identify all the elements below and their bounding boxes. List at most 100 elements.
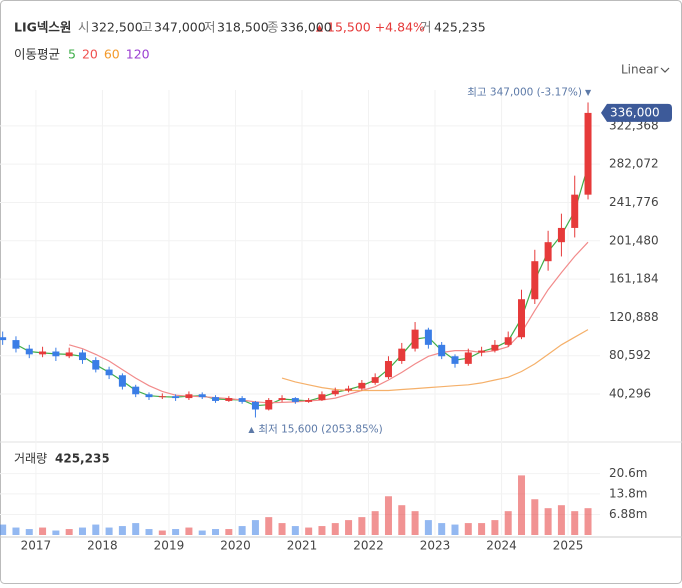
candle-body (12, 340, 20, 349)
dropdown-icon[interactable] (660, 67, 670, 73)
candle-body (158, 396, 166, 398)
y-tick-label: 120,888 (609, 310, 659, 324)
volume-bar (584, 508, 592, 535)
volume-bar (118, 526, 126, 535)
candle-body (39, 351, 47, 355)
candle-body (145, 394, 153, 398)
volume-bar (158, 530, 166, 535)
volume-bar (251, 520, 259, 535)
candle-body (411, 329, 419, 349)
candle-body (478, 350, 486, 353)
volume-bar (52, 530, 60, 535)
candle-body (345, 388, 353, 391)
candle-body (265, 399, 273, 410)
x-tick-label: 2021 (287, 539, 318, 553)
x-tick-label: 2025 (553, 539, 584, 553)
volume-bar (571, 511, 579, 535)
quote-value: 322,500 (91, 20, 143, 35)
ma-line (281, 329, 589, 392)
candle-body (225, 398, 233, 401)
volume-bar (65, 529, 73, 535)
quote-key: 저 (204, 20, 216, 35)
y-tick-label: 282,072 (609, 157, 659, 171)
volume-bar (25, 529, 33, 535)
volume-bar (172, 529, 180, 535)
change: 15,500 +4.84% (327, 20, 425, 35)
volume-bar (278, 523, 286, 535)
candle-body (424, 329, 432, 345)
candle-body (238, 398, 246, 402)
volume-bar (451, 524, 459, 535)
volume-bar (518, 475, 526, 535)
volume-bar (478, 523, 486, 535)
candle-body (451, 356, 459, 364)
x-tick-label: 2020 (220, 539, 251, 553)
candle-body (384, 361, 392, 378)
volume-bar (12, 527, 20, 535)
volume-bar (318, 526, 326, 535)
volume-bar (78, 527, 86, 535)
scale-toggle[interactable]: Linear (621, 63, 658, 77)
ma-line (69, 241, 589, 404)
candle-body (105, 369, 113, 376)
candle-body (318, 394, 326, 400)
ma-period: 20 (82, 47, 98, 62)
quote-key: 시 (78, 20, 90, 35)
volume-bar (305, 527, 313, 535)
candle-body (65, 352, 73, 357)
volume-bar (212, 529, 220, 535)
volume-bar (291, 526, 299, 535)
candle-body (531, 261, 539, 300)
y-tick-label: 40,296 (609, 386, 651, 400)
x-tick-label: 2022 (353, 539, 384, 553)
volume-bar (491, 520, 499, 535)
stock-name: LIG넥스원 (14, 20, 71, 35)
volume-value: 425,235 (434, 20, 486, 35)
ma-period: 5 (68, 47, 76, 62)
volume-bar (265, 517, 273, 535)
volume-bar (504, 511, 512, 535)
ma-label: 이동평균 (14, 47, 60, 62)
volume-bar (544, 508, 552, 535)
volume-bar (185, 527, 193, 535)
quote-key: 종 (267, 20, 279, 35)
volume-bar (198, 530, 206, 535)
candle-body (132, 386, 140, 395)
volume-bar (358, 517, 366, 535)
candle-body (52, 351, 60, 357)
quote-value: 318,500 (217, 20, 269, 35)
volume-bar (411, 511, 419, 535)
x-tick-label: 2019 (154, 539, 185, 553)
price-badge (601, 103, 672, 122)
candle-body (491, 344, 499, 351)
x-tick-label: 2023 (420, 539, 451, 553)
volume-bar (92, 524, 100, 535)
volume-key: 거 (420, 20, 432, 35)
x-tick-label: 2017 (21, 539, 52, 553)
up-arrow: ▲ (316, 24, 323, 34)
y-tick-label: 6.88m (609, 507, 647, 521)
volume-bar (238, 526, 246, 535)
candle-body (504, 337, 512, 345)
volume-bar (464, 523, 472, 535)
volume-bar (557, 505, 565, 535)
candle-body (398, 348, 406, 362)
candle-body (438, 344, 446, 357)
volume-bar (424, 520, 432, 535)
high-annotation: 최고 347,000 (-3.17%) (467, 86, 582, 98)
candle-body (584, 112, 592, 195)
x-tick-label: 2024 (486, 539, 517, 553)
candle-body (198, 394, 206, 398)
volume-bar (132, 523, 140, 535)
volume-bar (225, 529, 233, 535)
volume-title: 거래량 (14, 452, 47, 466)
volume-bar (398, 505, 406, 535)
candle-body (358, 382, 366, 389)
candle-body (544, 242, 552, 262)
x-tick-label: 2018 (87, 539, 118, 553)
volume-bar (0, 524, 7, 535)
price-badge-label: 336,000 (610, 105, 660, 119)
candle-body (371, 377, 379, 383)
candle-body (331, 390, 339, 395)
